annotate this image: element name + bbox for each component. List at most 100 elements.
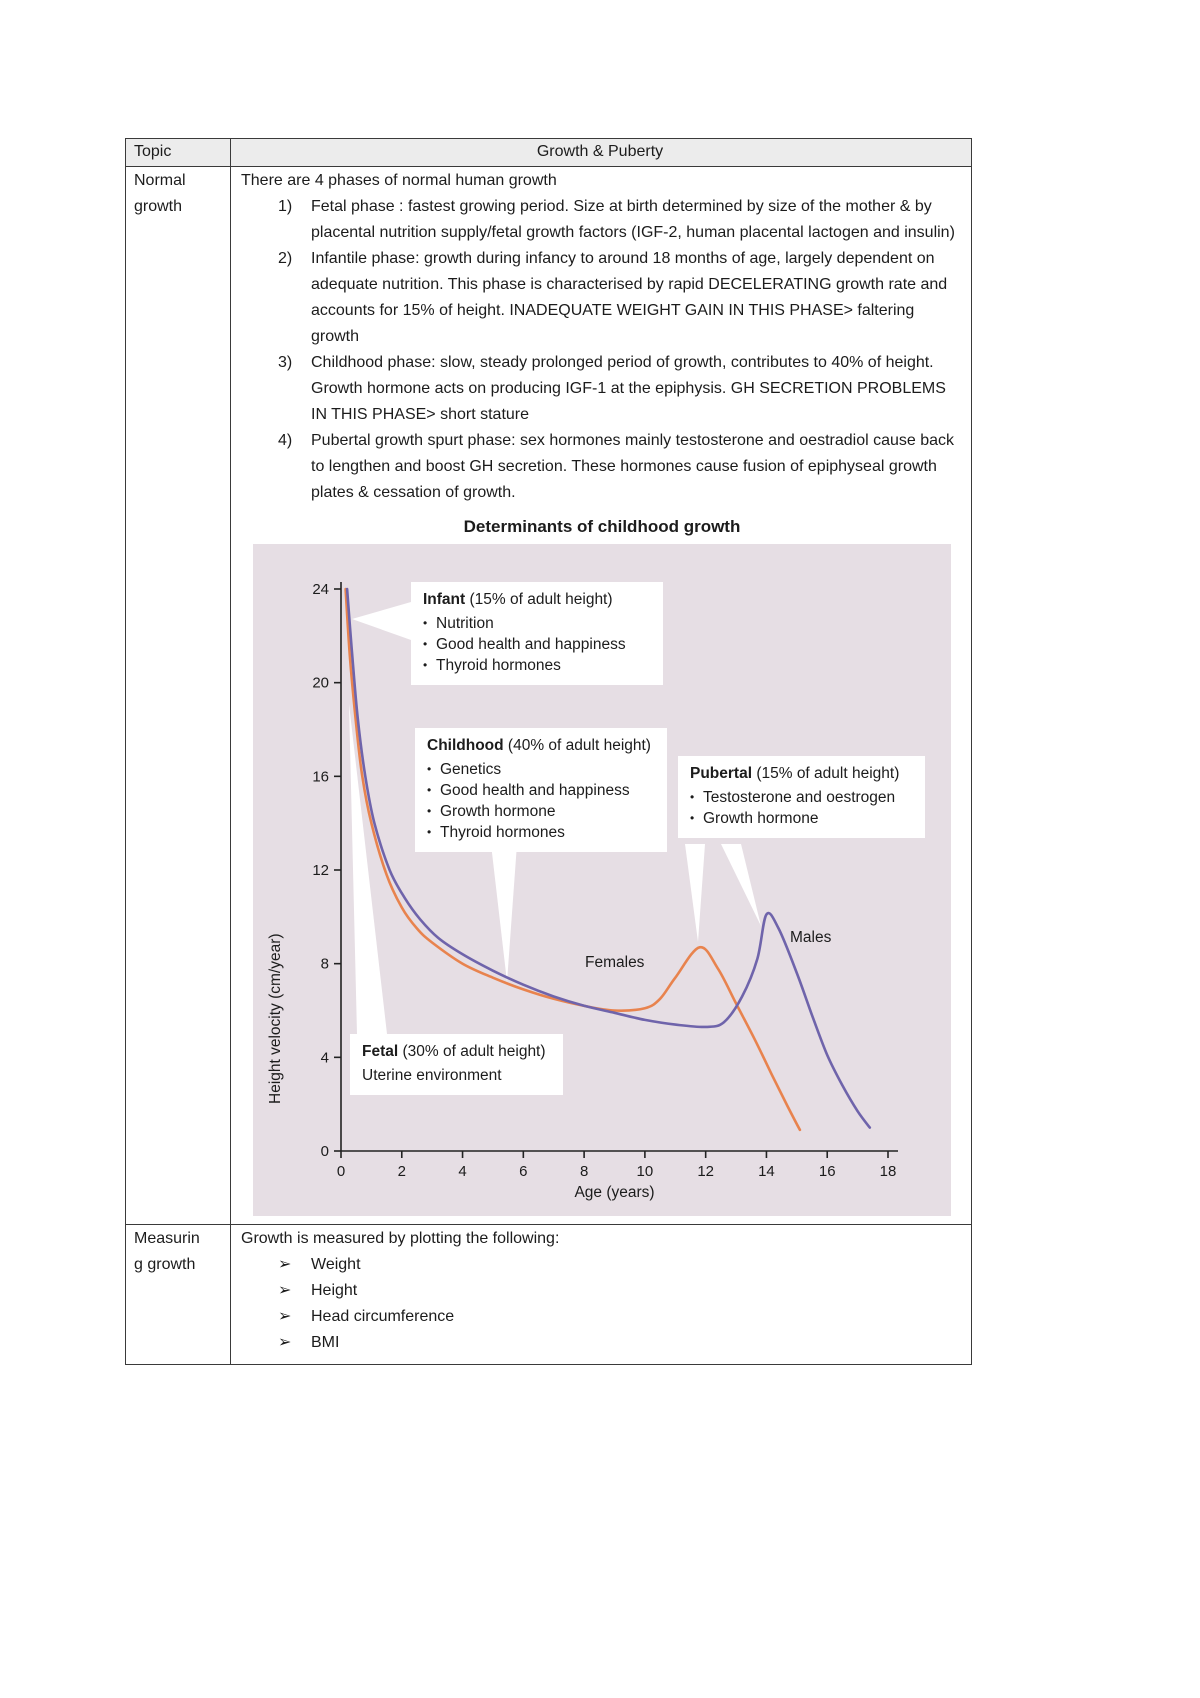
bullet-dot: • — [427, 804, 432, 818]
svg-text:16: 16 — [819, 1163, 836, 1180]
growth-chart: 0 4 8 12 16 20 24 0 2 4 6 8 10 12 14 16 18 Height veloci… — [253, 544, 951, 1216]
annotation-title: Infant — [423, 591, 466, 608]
annotation-title: Pubertal — [690, 765, 753, 782]
svg-text:12: 12 — [697, 1163, 714, 1180]
callout-wedge-pubertal-females — [685, 844, 705, 942]
bullet-text: Growth hormone — [703, 810, 819, 827]
annotation-title: Childhood — [427, 737, 504, 754]
bullet-text: Thyroid hormones — [440, 824, 565, 841]
annotation-suffix: (40% of adult height) — [503, 737, 651, 754]
callout-wedge-fetal — [349, 704, 387, 1034]
annotation-line2: Uterine environment — [362, 1067, 502, 1084]
bullet-text: Thyroid hormones — [436, 657, 561, 674]
topic-normal-growth: Normal growth — [126, 167, 231, 1224]
item-number: 4) — [278, 432, 293, 449]
page-title: Growth & Puberty — [231, 139, 971, 166]
item-text: Infantile phase: growth during infancy t… — [311, 250, 948, 345]
list-item: ➢ Head circumference — [278, 1304, 959, 1330]
bullet-text: Nutrition — [436, 615, 494, 632]
svg-text:0: 0 — [321, 1143, 329, 1160]
bullet-text: BMI — [311, 1334, 340, 1351]
list-item: 1) Fetal phase : fastest growing period.… — [278, 194, 955, 246]
list-item: ➢ BMI — [278, 1330, 959, 1356]
arrow-bullet-icon: ➢ — [278, 1282, 292, 1299]
item-number: 2) — [278, 250, 293, 267]
annotation-fetal: Fetal (30% of adult height) Uterine envi… — [350, 1034, 563, 1095]
females-curve-label: Females — [585, 954, 645, 971]
list-item: 3) Childhood phase: slow, steady prolong… — [278, 350, 955, 428]
svg-text:4: 4 — [458, 1163, 466, 1180]
normal-growth-intro: There are 4 phases of normal human growt… — [241, 172, 557, 189]
svg-text:18: 18 — [880, 1163, 897, 1180]
svg-text:16: 16 — [312, 768, 329, 785]
annotation-pubertal: Pubertal (15% of adult height) • Testoste… — [678, 756, 925, 838]
curve-males — [345, 587, 872, 1129]
measuring-growth-intro: Growth is measured by plotting the follo… — [241, 1230, 560, 1247]
item-text: Fetal phase : fastest growing period. Si… — [311, 198, 955, 241]
males-curve-label: Males — [790, 929, 832, 946]
bullet-text: Genetics — [440, 761, 502, 778]
svg-text:12: 12 — [312, 862, 329, 879]
annotation-suffix: (30% of adult height) — [398, 1043, 546, 1060]
item-text: Pubertal growth spurt phase: sex hormone… — [311, 432, 955, 501]
bullet-text: Head circumference — [311, 1308, 455, 1325]
item-number: 1) — [278, 198, 293, 215]
arrow-bullet-icon: ➢ — [278, 1334, 292, 1351]
list-item: ➢ Height — [278, 1278, 959, 1304]
annotation-bullet: • Good health and happiness — [423, 634, 653, 655]
callout-wedge-childhood — [491, 844, 517, 982]
bullet-dot: • — [427, 762, 432, 776]
annotation-bullet: • Good health and happiness — [427, 780, 657, 801]
bullet-dot: • — [423, 616, 428, 630]
svg-text:6: 6 — [519, 1163, 527, 1180]
list-item: 2) Infantile phase: growth during infanc… — [278, 246, 955, 350]
bullet-dot: • — [690, 811, 695, 825]
annotation-bullet: • Thyroid hormones — [427, 822, 657, 843]
notes-table: Topic Growth & Puberty Normal growth The… — [125, 138, 972, 1365]
bullet-text: Growth hormone — [440, 803, 556, 820]
measuring-growth-content: Growth is measured by plotting the follo… — [231, 1225, 971, 1364]
annotation-childhood: Childhood (40% of adult height) • Genetic… — [415, 728, 667, 852]
row-normal-growth: Normal growth There are 4 phases of norm… — [126, 166, 971, 1224]
bullet-text: Weight — [311, 1256, 361, 1273]
row-measuring-growth: Measurin g growth Growth is measured by … — [126, 1224, 971, 1364]
annotation-infant: Infant (15% of adult height) • Nutrition … — [411, 582, 663, 685]
item-number: 3) — [278, 354, 293, 371]
list-item: ➢ Weight — [278, 1252, 959, 1278]
svg-text:8: 8 — [321, 956, 329, 973]
svg-text:14: 14 — [758, 1163, 775, 1180]
header-topic-label: Topic — [126, 139, 231, 166]
y-axis-label: Height velocity (cm/year) — [267, 933, 284, 1104]
annotation-bullet: • Nutrition — [423, 613, 653, 634]
annotation-bullet: • Thyroid hormones — [423, 655, 653, 676]
bullet-text: Good health and happiness — [436, 636, 626, 653]
list-item: 4) Pubertal growth spurt phase: sex horm… — [278, 428, 955, 506]
callout-wedge-pubertal-males — [721, 844, 761, 926]
annotation-bullet: • Growth hormone — [690, 808, 915, 829]
svg-text:2: 2 — [398, 1163, 406, 1180]
annotation-suffix: (15% of adult height) — [465, 591, 613, 608]
svg-text:24: 24 — [312, 581, 329, 598]
callout-wedge-infant — [352, 602, 411, 640]
bullet-text: Good health and happiness — [440, 782, 630, 799]
x-axis-label: Age (years) — [574, 1184, 655, 1201]
arrow-bullet-icon: ➢ — [278, 1308, 292, 1325]
item-text: Childhood phase: slow, steady prolonged … — [311, 354, 946, 423]
normal-growth-content: There are 4 phases of normal human growt… — [231, 167, 971, 1224]
svg-text:20: 20 — [312, 675, 329, 692]
svg-text:0: 0 — [337, 1163, 345, 1180]
svg-text:4: 4 — [321, 1049, 329, 1066]
annotation-title: Fetal — [362, 1043, 399, 1060]
bullet-dot: • — [423, 637, 428, 651]
bullet-text: Height — [311, 1282, 358, 1299]
curve-females — [344, 587, 802, 1132]
annotation-bullet: • Genetics — [427, 759, 657, 780]
arrow-bullet-icon: ➢ — [278, 1256, 292, 1273]
table-header-row: Topic Growth & Puberty — [126, 139, 971, 166]
svg-text:8: 8 — [580, 1163, 588, 1180]
svg-text:10: 10 — [637, 1163, 654, 1180]
bullet-text: Testosterone and oestrogen — [703, 789, 896, 806]
annotation-suffix: (15% of adult height) — [752, 765, 900, 782]
bullet-dot: • — [427, 825, 432, 839]
